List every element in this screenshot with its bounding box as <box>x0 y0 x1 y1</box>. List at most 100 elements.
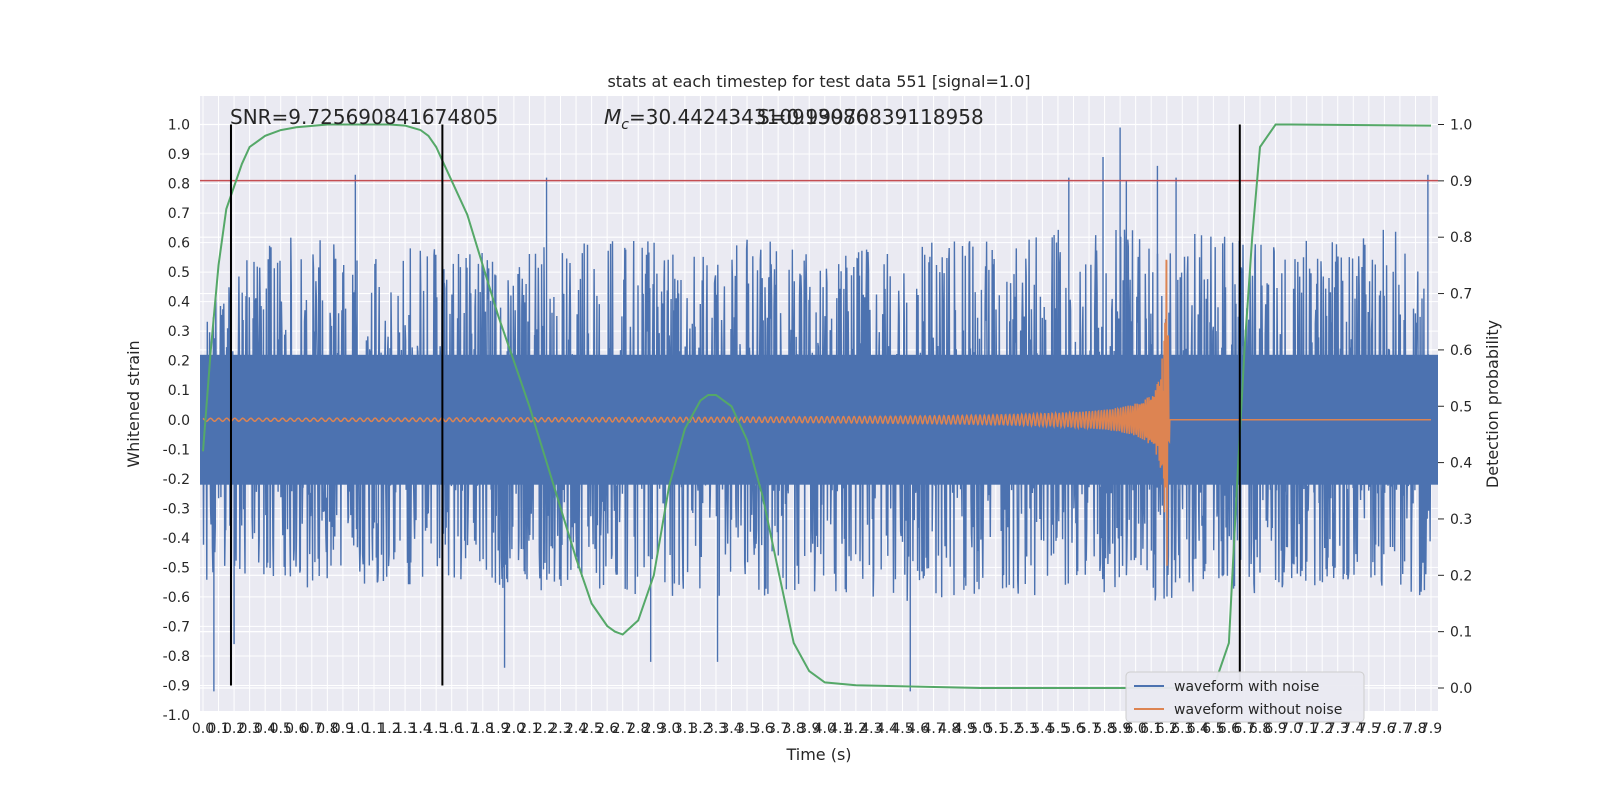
x-tick-label: 6.7 <box>1233 721 1255 737</box>
x-tick-label: 6.9 <box>1264 721 1286 737</box>
y-right-tick-label: 0.1 <box>1450 625 1472 641</box>
y-tick-label: 0.2 <box>168 354 190 370</box>
y-tick-label: -0.4 <box>163 531 190 547</box>
x-tick-label: 7.8 <box>1404 721 1426 737</box>
y-tick-label: 0.8 <box>168 177 190 193</box>
x-tick-label: 4.1 <box>829 721 851 737</box>
y-tick-label: 0.9 <box>168 147 190 163</box>
x-tick-label: 4.3 <box>860 721 882 737</box>
legend-box <box>1125 671 1365 723</box>
x-tick-label: 6.1 <box>1140 721 1162 737</box>
x-tick-label: 2.9 <box>643 721 665 737</box>
y-right-tick-label: 0.9 <box>1450 174 1472 190</box>
x-tick-label: 0.8 <box>316 721 338 737</box>
y-tick-label: -0.2 <box>163 472 190 488</box>
y-tick-label: 0.5 <box>168 265 190 281</box>
chirp-mass-symbol: M <box>604 105 621 129</box>
y-right-tick-label: 0.5 <box>1450 399 1472 415</box>
x-tick-label: 3.9 <box>798 721 820 737</box>
x-tick-label: 3.7 <box>767 721 789 737</box>
x-tick-label: 3.5 <box>736 721 758 737</box>
x-tick-label: 1.3 <box>394 721 416 737</box>
y-tick-label: -1.0 <box>163 708 190 724</box>
vertical-markers <box>229 124 1241 686</box>
x-tick-label: 6.2 <box>1156 721 1178 737</box>
y-right-tick-label: 0.3 <box>1450 512 1472 528</box>
y-right-tick-label: 0.6 <box>1450 343 1472 359</box>
y-axis-right-label: Detection probability <box>1483 320 1502 488</box>
x-tick-label: 4.8 <box>938 721 960 737</box>
x-tick-label: 7.4 <box>1342 721 1364 737</box>
x-tick-label: 7.5 <box>1358 721 1380 737</box>
y-tick-label: -0.8 <box>163 649 190 665</box>
x-tick-label: 5.9 <box>1109 721 1131 737</box>
y-right-tick-label: 0.0 <box>1450 681 1472 697</box>
overlap-annotation: S=0.99970839118958 <box>757 105 984 129</box>
x-tick-label: 0.4 <box>254 721 276 737</box>
x-tick-label: 5.7 <box>1078 721 1100 737</box>
x-tick-label: 6.6 <box>1218 721 1240 737</box>
x-tick-label: 4.5 <box>891 721 913 737</box>
x-tick-label: 2.6 <box>596 721 618 737</box>
y-tick-label: -0.7 <box>163 619 190 635</box>
legend: waveform with noise waveform without noi… <box>1125 671 1365 723</box>
series-layer <box>200 123 1438 692</box>
x-tick-label: 3.6 <box>751 721 773 737</box>
x-tick-label: 7.3 <box>1327 721 1349 737</box>
chirp-mass-value: =30.442434310913086 <box>629 105 868 129</box>
y-axis-label: Whitened strain <box>124 340 143 467</box>
x-tick-label: 7.2 <box>1311 721 1333 737</box>
x-tick-label: 4.6 <box>907 721 929 737</box>
x-tick-label: 1.2 <box>378 721 400 737</box>
detection-probability-line <box>202 123 1432 689</box>
y-tick-label: 0.7 <box>168 206 190 222</box>
y-tick-label: 0.0 <box>168 413 190 429</box>
y-tick-label: 1.0 <box>168 118 190 134</box>
x-tick-label: 4.2 <box>845 721 867 737</box>
x-tick-label: 0.2 <box>223 721 245 737</box>
x-tick-label: 3.2 <box>689 721 711 737</box>
x-tick-label: 2.1 <box>518 721 540 737</box>
y-tick-label: -0.3 <box>163 501 190 517</box>
y-right-tick-label: 0.4 <box>1450 456 1472 472</box>
x-tick-label: 4.4 <box>876 721 898 737</box>
y-tick-label: -0.5 <box>163 560 190 576</box>
y-right-tick-label: 0.2 <box>1450 568 1472 584</box>
x-tick-label: 0.1 <box>207 721 229 737</box>
x-tick-label: 2.3 <box>549 721 571 737</box>
y-right-tick-label: 1.0 <box>1450 118 1472 134</box>
x-tick-label: 6.3 <box>1171 721 1193 737</box>
chirp-mass-subscript: c <box>621 117 629 133</box>
y-tick-label: 0.6 <box>168 236 190 252</box>
x-tick-label: 6.8 <box>1249 721 1271 737</box>
y-tick-label: -0.6 <box>163 590 190 606</box>
x-tick-label: 0.9 <box>332 721 354 737</box>
x-tick-label: 7.7 <box>1389 721 1411 737</box>
x-tick-label: 5.2 <box>1000 721 1022 737</box>
y-right-tick-label: 0.7 <box>1450 287 1472 303</box>
x-tick-label: 5.6 <box>1062 721 1084 737</box>
x-tick-label: 5.3 <box>1016 721 1038 737</box>
x-tick-label: 2.0 <box>503 721 525 737</box>
y-right-tick-label: 0.8 <box>1450 230 1472 246</box>
x-tick-label: 1.9 <box>487 721 509 737</box>
x-tick-label: 0.0 <box>192 721 214 737</box>
x-tick-label: 6.5 <box>1202 721 1224 737</box>
x-axis-label: Time (s) <box>785 745 851 764</box>
snr-annotation: SNR=9.725690841674805 <box>230 105 498 129</box>
x-tick-label: 1.6 <box>441 721 463 737</box>
legend-label-noise: waveform with noise <box>1174 679 1319 695</box>
x-tick-label: 4.0 <box>814 721 836 737</box>
x-tick-label: 3.1 <box>674 721 696 737</box>
x-tick-label: 6.4 <box>1187 721 1209 737</box>
x-tick-label: 3.8 <box>783 721 805 737</box>
x-tick-label: 1.1 <box>363 721 385 737</box>
x-tick-label: 0.6 <box>285 721 307 737</box>
x-tick-label: 3.0 <box>658 721 680 737</box>
x-tick-label: 7.9 <box>1420 721 1442 737</box>
x-tick-label: 2.8 <box>627 721 649 737</box>
axes: 0.00.10.20.30.40.50.60.70.80.91.01.11.21… <box>163 118 1473 738</box>
x-tick-label: 1.5 <box>425 721 447 737</box>
x-tick-label: 2.4 <box>565 721 587 737</box>
